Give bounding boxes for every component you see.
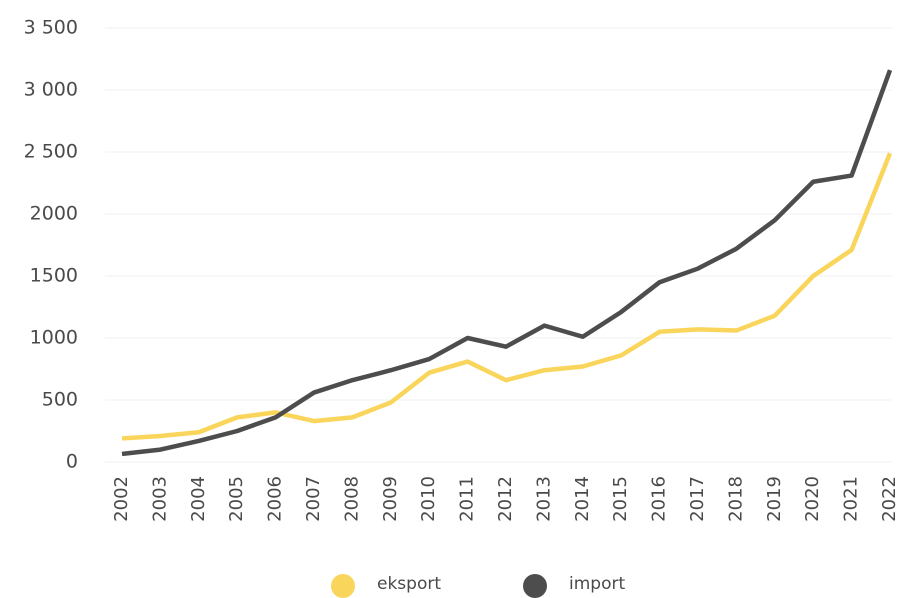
- x-tick-label: 2018: [725, 476, 746, 522]
- x-tick-label: 2017: [687, 476, 708, 522]
- y-tick-label: 3 000: [24, 79, 78, 101]
- x-tick-label: 2019: [764, 476, 785, 522]
- x-tick-label: 2011: [457, 476, 478, 522]
- legend-label: eksport: [377, 574, 441, 594]
- y-tick-label: 500: [42, 389, 78, 411]
- x-tick-label: 2004: [188, 476, 209, 522]
- legend-label: import: [569, 574, 625, 594]
- x-tick-label: 2003: [149, 476, 170, 522]
- y-tick-label: 2000: [30, 203, 78, 225]
- x-tick-label: 2022: [879, 476, 899, 522]
- x-tick-label: 2020: [802, 476, 823, 522]
- x-tick-label: 2008: [341, 476, 362, 522]
- x-tick-label: 2013: [533, 476, 554, 522]
- y-tick-label: 1000: [30, 327, 78, 349]
- y-tick-label: 2 500: [24, 141, 78, 163]
- x-tick-label: 2016: [649, 476, 670, 522]
- x-tick-label: 2002: [111, 476, 132, 522]
- x-tick-label: 2012: [495, 476, 516, 522]
- legend-swatch: [331, 574, 355, 598]
- x-tick-label: 2010: [418, 476, 439, 522]
- line-series: [121, 152, 893, 441]
- x-tick-label: 2015: [610, 476, 631, 522]
- x-tick-label: 2005: [226, 476, 247, 522]
- x-tick-label: 2009: [380, 476, 401, 522]
- x-tick-label: 2014: [572, 476, 593, 522]
- line-series: [121, 69, 893, 457]
- x-tick-label: 2021: [841, 476, 862, 522]
- y-tick-label: 3 500: [24, 17, 78, 39]
- legend-swatch: [523, 574, 547, 598]
- x-tick-label: 2006: [265, 476, 286, 522]
- y-tick-label: 0: [66, 451, 78, 473]
- x-tick-label: 2007: [303, 476, 324, 522]
- y-tick-label: 1500: [30, 265, 78, 287]
